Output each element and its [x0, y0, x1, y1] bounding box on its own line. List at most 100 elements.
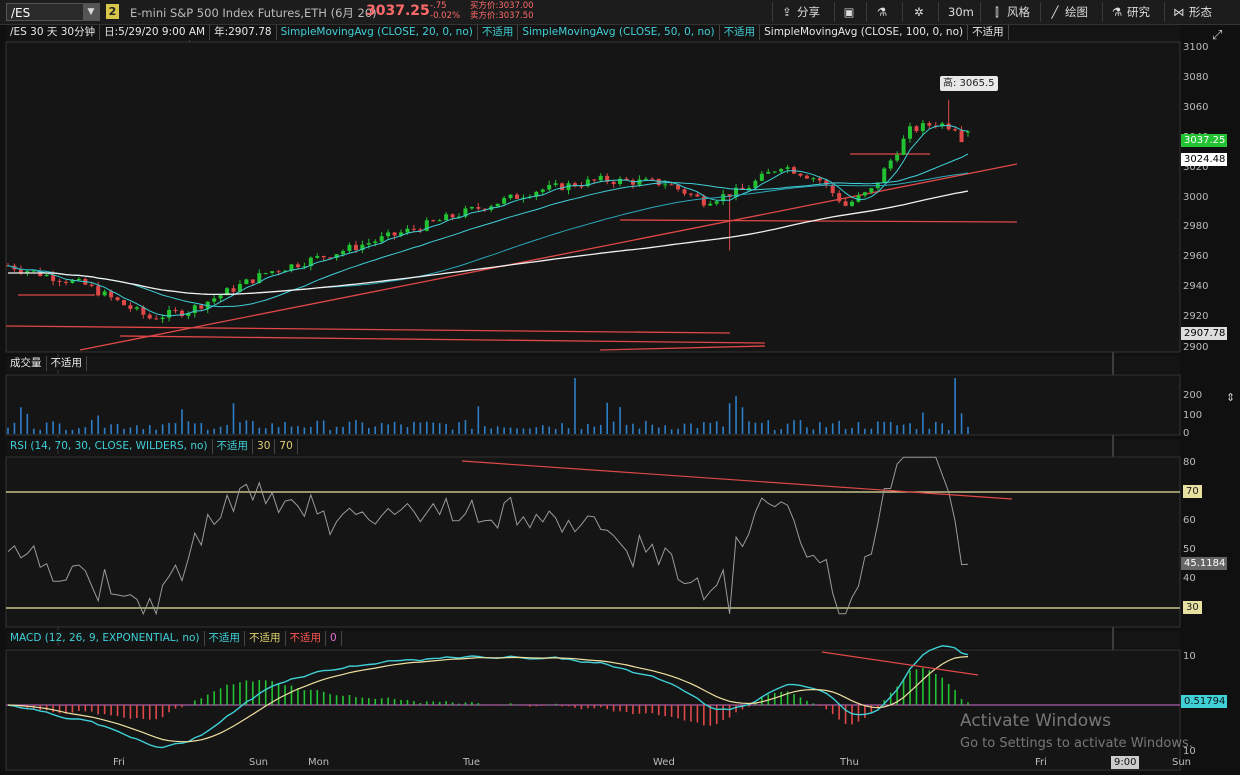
- resize-handle-icon[interactable]: ⇕: [1226, 391, 1236, 404]
- studies-button[interactable]: ⚗ 研究: [1110, 3, 1150, 21]
- toolbar-divider: [1164, 2, 1165, 22]
- patterns-label: 形态: [1189, 5, 1212, 19]
- candle-body: [147, 314, 152, 319]
- symbol-input[interactable]: /ES ▼: [6, 3, 100, 21]
- price-tick-label: 3100: [1183, 42, 1209, 53]
- high-bubble: 高: 3065.5: [940, 76, 998, 91]
- candle-body: [618, 178, 623, 184]
- expand-icon[interactable]: ⤢: [1212, 28, 1223, 43]
- price-study-tag[interactable]: /ES 30 天 30分钟: [6, 25, 101, 40]
- toolbar-divider: [866, 2, 867, 22]
- trendline: [119, 335, 766, 344]
- candle-body: [817, 178, 822, 181]
- candle-body: [18, 269, 23, 273]
- candle-body: [405, 228, 410, 233]
- candle-body: [643, 178, 648, 180]
- price-study-tag[interactable]: SimpleMovingAvg (CLOSE, 100, 0, no): [760, 25, 969, 40]
- trendline: [619, 219, 1018, 223]
- candle-body: [592, 179, 597, 181]
- candle-body: [953, 129, 958, 131]
- timeframe-button[interactable]: 30m: [948, 5, 974, 19]
- macd-study-tag[interactable]: MACD (12, 26, 9, EXPONENTIAL, no): [6, 631, 205, 646]
- candle-body: [250, 279, 255, 284]
- macd-study-tag[interactable]: 0: [326, 631, 342, 646]
- price-tick-label: 3060: [1183, 102, 1209, 113]
- candle-body: [746, 187, 751, 190]
- price-study-tag[interactable]: 不适用: [968, 25, 1009, 40]
- macd-study-tag[interactable]: 不适用: [286, 631, 326, 646]
- candle-body: [237, 284, 242, 292]
- candle-body: [656, 178, 661, 186]
- candle-body: [160, 317, 165, 320]
- candle-body: [843, 201, 848, 206]
- share-icon: ⇪: [782, 5, 792, 19]
- macd-tick-label: 10: [1183, 651, 1196, 662]
- candle-body: [811, 178, 816, 180]
- candle-body: [373, 241, 378, 244]
- rsi-tick-label: 40: [1183, 573, 1196, 584]
- candle-body: [411, 228, 416, 230]
- candle-body: [121, 300, 126, 306]
- candle-body: [418, 229, 423, 231]
- volume-study-tag[interactable]: 成交量: [6, 356, 47, 371]
- rsi-study-tag[interactable]: 不适用: [213, 439, 254, 454]
- time-tick-label: Mon: [308, 757, 330, 768]
- share-button[interactable]: ⇪ 分享: [780, 3, 820, 21]
- last-price: 3037.25: [366, 3, 430, 19]
- toolbar-divider: [980, 2, 981, 22]
- candle-body: [399, 232, 404, 236]
- macd-study-tag[interactable]: 不适用: [245, 631, 286, 646]
- pencil-icon: ╱: [1051, 5, 1059, 19]
- candle-body: [547, 184, 552, 190]
- candle-body: [856, 195, 861, 202]
- candle-body: [560, 183, 565, 191]
- candle-body: [76, 279, 81, 281]
- price-study-tag[interactable]: 日:5/29/20 9:00 AM: [100, 25, 211, 40]
- candle-body: [31, 270, 36, 272]
- time-tick-label: Wed: [653, 757, 675, 768]
- patterns-button[interactable]: ⋈ 形态: [1172, 3, 1212, 21]
- price-study-tag[interactable]: SimpleMovingAvg (CLOSE, 50, 0, no): [518, 25, 720, 40]
- rsi-study-tag[interactable]: 30: [253, 439, 276, 454]
- price-study-tag[interactable]: 不适用: [720, 25, 761, 40]
- candle-body: [514, 194, 519, 199]
- symbol-value: /ES: [11, 6, 31, 20]
- candle-body: [669, 184, 674, 186]
- watermark-subtitle: Go to Settings to activate Windows.: [960, 736, 1193, 751]
- link-group-badge[interactable]: 2: [106, 4, 119, 19]
- macd-study-tag[interactable]: 不适用: [205, 631, 245, 646]
- panel-borders: [5, 41, 1181, 771]
- candle-body: [753, 180, 758, 188]
- candle-body: [630, 180, 635, 185]
- studies-label: 研究: [1127, 5, 1150, 19]
- symbol-dropdown-icon[interactable]: ▼: [83, 4, 99, 20]
- price-study-tag[interactable]: SimpleMovingAvg (CLOSE, 20, 0, no): [277, 25, 478, 40]
- toolbar-divider: [834, 2, 835, 22]
- candle-body: [109, 291, 114, 298]
- candle-body: [624, 178, 629, 181]
- price-study-tag[interactable]: 不适用: [478, 25, 519, 40]
- volume-tick-label: 200: [1183, 390, 1203, 401]
- calendar-button[interactable]: ▣: [842, 3, 859, 21]
- candle-body: [360, 244, 365, 251]
- panel-frame: [5, 456, 1181, 628]
- candle-body: [141, 307, 146, 315]
- candle-body: [850, 201, 855, 206]
- toolbar-divider: [772, 2, 773, 22]
- candle-body: [302, 266, 307, 268]
- rsi-study-tag[interactable]: RSI (14, 70, 30, CLOSE, WILDERS, no): [6, 439, 213, 454]
- drawing-button[interactable]: ╱ 绘图: [1048, 3, 1088, 21]
- style-label: 风格: [1007, 5, 1030, 19]
- style-button[interactable]: ⫿ 风格: [990, 3, 1030, 21]
- candle-body: [540, 189, 545, 192]
- rsi-study-tag[interactable]: 70: [275, 439, 298, 454]
- time-tick-label: Tue: [463, 757, 481, 768]
- price-study-tag[interactable]: 年:2907.78: [210, 25, 277, 40]
- time-tick-label: Fri: [1035, 757, 1047, 768]
- candle-body: [469, 207, 474, 209]
- candle-body: [244, 279, 249, 285]
- settings-button[interactable]: ✲: [912, 3, 929, 21]
- candle-body: [869, 188, 874, 193]
- candle-body: [734, 187, 739, 197]
- flask-button[interactable]: ⚗: [875, 3, 892, 21]
